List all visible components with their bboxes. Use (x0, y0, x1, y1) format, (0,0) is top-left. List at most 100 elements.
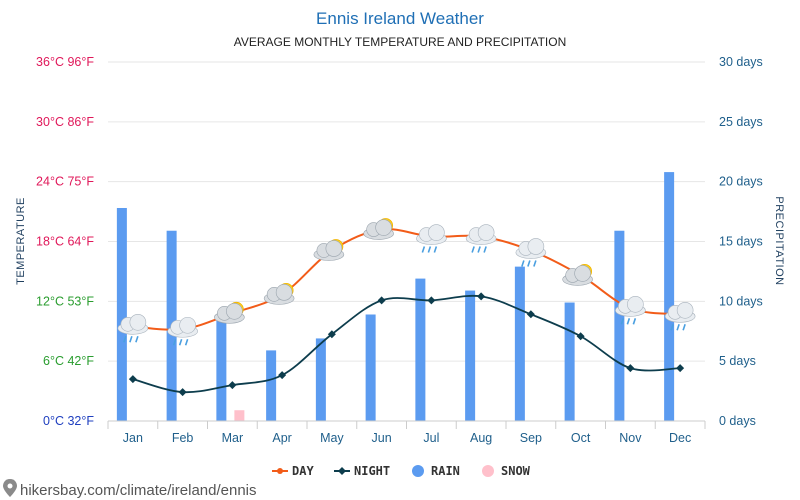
legend-day[interactable]: DAY (272, 464, 314, 478)
raindrop (135, 336, 139, 343)
rain-bar (614, 230, 625, 421)
night-point (327, 330, 336, 339)
raindrop (527, 260, 531, 267)
raindrop (433, 246, 438, 253)
night-point (576, 332, 585, 341)
rain-cloud-icon (416, 224, 447, 253)
raindrop (632, 318, 637, 325)
temperature-tick-label: 36°C 96°F (36, 55, 94, 69)
raindrop (421, 246, 426, 253)
rain-cloud-icon (117, 313, 149, 343)
raindrop (471, 246, 475, 253)
rain-bar (365, 314, 376, 421)
raindrop (533, 260, 537, 267)
temperature-axis-ticks: 0°C 32°F 6°C 42°F 12°C 53°F 18°C 64°F 24°C 7… (36, 55, 94, 428)
chart-title: Ennis Ireland Weather (316, 9, 484, 28)
raindrop (178, 339, 183, 346)
cloud-part (676, 301, 694, 319)
raindrop (676, 324, 680, 331)
precipitation-tick-label: 0 days (719, 414, 756, 428)
cloud-part (428, 224, 445, 241)
night-point (178, 388, 187, 397)
raindrop (427, 246, 432, 253)
raindrop (626, 318, 631, 325)
precipitation-tick-label: 5 days (719, 354, 756, 368)
precipitation-axis-ticks: 0 days 5 days 10 days 15 days 20 days 25 days… (719, 55, 763, 428)
night-point (526, 310, 535, 319)
raindrop (670, 324, 674, 331)
partly-sunny-icon (214, 301, 245, 324)
temperature-tick-label: 6°C 42°F (43, 354, 94, 368)
temperature-tick-label: 12°C 53°F (36, 294, 94, 308)
night-temperature-line (132, 294, 681, 394)
month-axis-ticks: Jan Feb Mar Apr May Jun Jul Aug Sep Oct Nov Dec (107, 420, 706, 445)
night-point (228, 381, 237, 390)
month-label: Dec (669, 431, 691, 445)
precipitation-tick-label: 15 days (719, 235, 763, 249)
rain-cloud-icon (515, 238, 547, 267)
snow-bar (234, 410, 245, 421)
temperature-tick-label: 24°C 75°F (36, 175, 94, 189)
month-label: Nov (619, 431, 642, 445)
legend-rain-label: RAIN (431, 464, 460, 478)
rain-cloud-icon (615, 296, 646, 325)
cloud-part (275, 284, 293, 301)
night-point (278, 371, 287, 380)
partly-sunny-icon (313, 239, 345, 261)
day-temperature-line (132, 228, 681, 331)
cloud-part (179, 316, 196, 334)
night-point (427, 296, 436, 305)
month-label: Jul (423, 431, 439, 445)
night-point (128, 375, 137, 384)
precipitation-tick-label: 30 days (719, 55, 763, 69)
raindrop (483, 246, 487, 253)
rain-cloud-icon (465, 224, 497, 253)
rain-cloud-icon (664, 301, 696, 331)
month-label: Aug (470, 431, 492, 445)
footer-url[interactable]: hikersbay.com/climate/ireland/ennis (20, 482, 257, 499)
temperature-lines (128, 228, 685, 397)
precipitation-tick-label: 10 days (719, 294, 763, 308)
month-label: Oct (571, 431, 591, 445)
temperature-tick-label: 18°C 64°F (36, 235, 94, 249)
raindrop (123, 336, 127, 343)
cloud-part (129, 313, 147, 331)
month-label: Jan (123, 431, 143, 445)
legend-day-label: DAY (292, 464, 314, 478)
location-pin-icon (3, 479, 17, 497)
month-label: Mar (222, 431, 244, 445)
raindrop (682, 324, 686, 331)
raindrop (477, 246, 481, 253)
precipitation-tick-label: 25 days (719, 115, 763, 129)
rain-cloud-icon (167, 316, 198, 346)
footer[interactable]: hikersbay.com/climate/ireland/ennis (3, 479, 257, 499)
raindrop (521, 260, 525, 267)
partly-sunny-icon (263, 282, 295, 305)
night-point (676, 364, 685, 373)
cloud-part (527, 238, 545, 255)
temperature-tick-label: 30°C 86°F (36, 115, 94, 129)
legend-rain[interactable]: RAIN (412, 464, 460, 478)
chart-legend: DAY NIGHT RAIN SNOW (272, 464, 531, 478)
chart-subtitle: AVERAGE MONTHLY TEMPERATURE AND PRECIPIT… (234, 35, 567, 49)
legend-snow[interactable]: SNOW (482, 464, 531, 478)
precipitation-tick-label: 20 days (719, 175, 763, 189)
month-label: Sep (520, 431, 542, 445)
raindrop (129, 336, 133, 343)
month-label: Jun (372, 431, 392, 445)
rain-bar (664, 172, 675, 421)
legend-snow-label: SNOW (501, 464, 531, 478)
temperature-axis-label: TEMPERATURE (15, 197, 27, 285)
temperature-tick-label: 0°C 32°F (43, 414, 94, 428)
legend-night[interactable]: NIGHT (334, 464, 390, 478)
cloud-part (574, 265, 591, 282)
raindrop (620, 318, 625, 325)
raindrop (184, 339, 189, 346)
rain-bar (514, 266, 525, 421)
cloud-part (375, 219, 392, 236)
night-point (477, 292, 486, 301)
partly-sunny-icon (562, 264, 593, 286)
rain-bar (216, 314, 227, 421)
night-point (626, 364, 635, 373)
